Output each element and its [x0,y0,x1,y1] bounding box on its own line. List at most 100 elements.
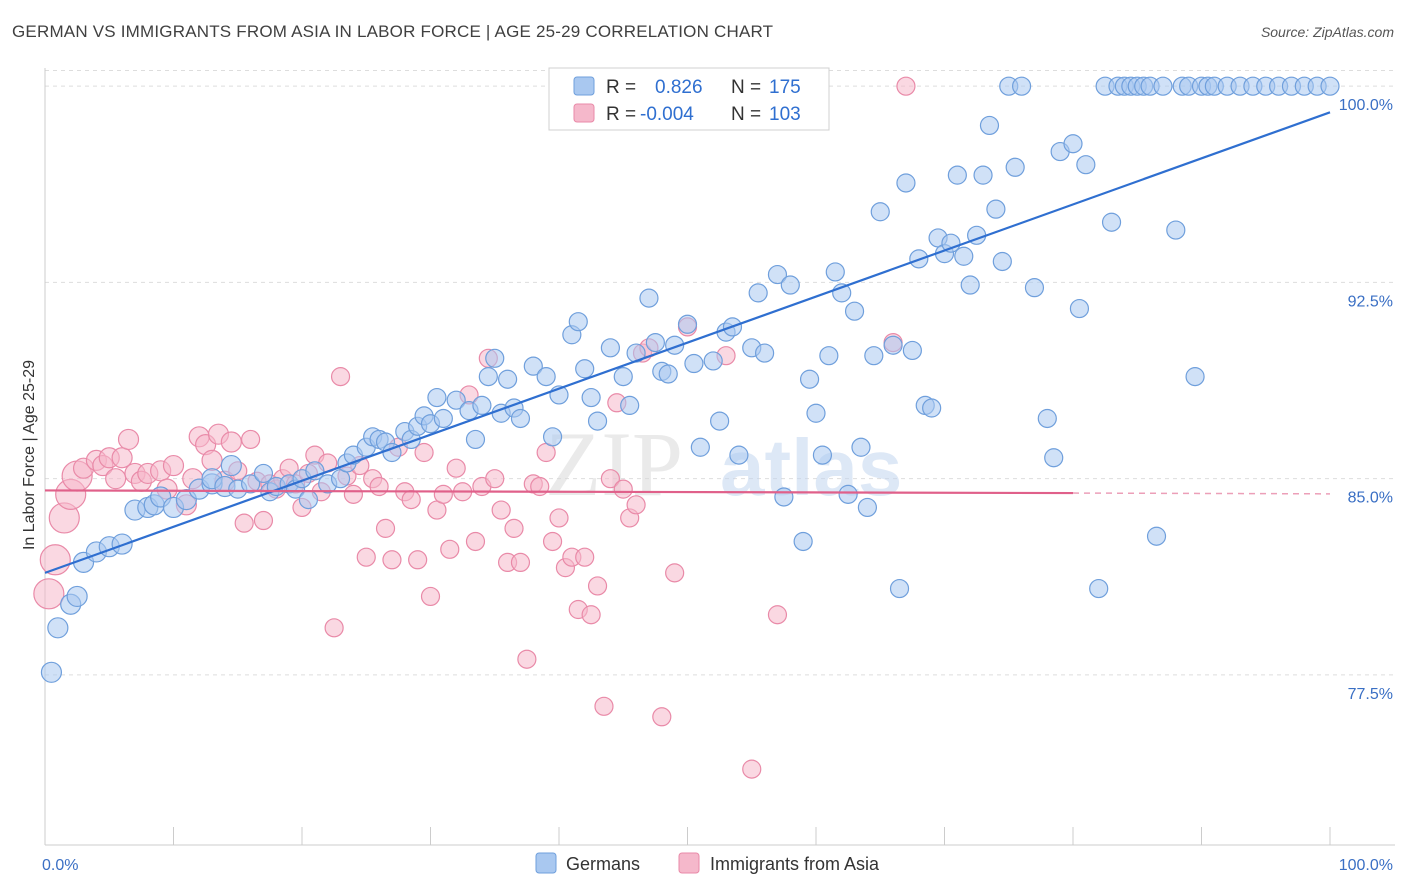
german-point [645,333,665,353]
german-point [1101,212,1122,232]
bottom-legend-label-immigrants: Immigrants from Asia [710,854,880,874]
german-point [446,390,466,410]
german-point [1185,367,1205,387]
german-point [844,301,865,321]
stats-legend: R = 0.826 N = 175 R = -0.004 N = 103 [548,67,830,131]
german-point [658,364,678,384]
german-point [1076,155,1096,175]
immigrant-point [324,618,344,638]
german-point [620,395,640,415]
immigrant-point [369,476,389,497]
immigrant-point [414,442,434,463]
legend-r-label-germans: R = [606,77,636,98]
immigrant-point [408,550,428,570]
german-point [568,312,588,332]
immigrant-point [665,563,685,583]
immigrant-point [491,500,511,520]
german-point [973,165,993,185]
immigrant-point [162,454,185,477]
legend-swatch-germans [573,76,595,96]
german-point [47,617,69,639]
immigrant-point [356,547,376,567]
german-point [1037,408,1057,429]
y-tick-label: 85.0% [1348,490,1393,507]
german-point [613,367,633,387]
immigrant-point [549,508,569,528]
x-tick-label: 0.0% [42,857,78,874]
german-point [754,343,775,363]
german-point [536,367,556,387]
legend-r-label-immigrants: R = [606,104,636,125]
immigrant-point [587,576,608,596]
source-label: Source: ZipAtlas.com [1260,24,1394,40]
german-point [960,275,980,295]
german-point [799,369,820,389]
german-point [780,275,800,295]
german-point [1044,448,1064,468]
immigrant-point [594,696,614,716]
german-point [690,437,710,457]
german-point [465,429,486,450]
immigrant-point [343,484,363,504]
tick-labels: 77.5% 85.0% 92.5% 100.0% 0.0% 100.0% [42,97,1393,874]
bottom-legend-label-germans: Germans [566,854,640,874]
german-point [478,367,498,387]
german-point [947,165,967,185]
immigrant-point [440,539,460,559]
immigrant-point [105,468,127,490]
y-tick-label: 100.0% [1339,97,1393,114]
german-point [485,348,505,368]
german-point [1320,76,1340,96]
german-point [767,264,788,285]
legend-n-value-germans: 175 [769,77,801,98]
svg-text:R =: R = [606,77,636,98]
german-point [66,585,88,608]
immigrant-point [575,547,595,567]
german-point [1011,76,1032,96]
legend-n-label-germans: N = [731,77,761,98]
german-point [870,202,890,222]
german-point [433,408,453,429]
german-point [472,395,492,415]
german-point [498,369,518,389]
german-point [581,387,601,408]
immigrant-point [626,495,646,515]
watermark-zip: ZIP [545,413,683,515]
german-point [241,474,261,494]
y-tick-label: 92.5% [1348,293,1393,310]
german-point [889,578,910,599]
germans-trend-line [44,111,1331,574]
german-point [253,463,274,484]
german-point [298,490,319,510]
german-point [1146,526,1167,546]
german-point [819,346,839,366]
immigrant-point [767,605,788,625]
immigrant-point [234,513,254,533]
bottom-legend-swatch-germans [535,852,557,874]
immigrant-point [375,518,396,538]
german-point [729,445,749,465]
german-point [1024,278,1045,298]
german-point [825,262,845,282]
german-point [774,487,794,507]
immigrant-point [485,469,505,489]
german-point [793,531,813,552]
x-tick-label: 100.0% [1339,857,1393,874]
german-point [1069,298,1090,319]
german-point [986,199,1006,219]
german-point [838,484,858,504]
immigrants-trend-line [44,489,1074,495]
immigrant-point [517,649,537,669]
german-point [1089,578,1109,599]
german-point [523,356,543,376]
german-point [639,288,659,308]
german-point [40,661,63,683]
german-point [587,411,608,431]
immigrant-point [446,458,466,478]
series-legend: Germans Immigrants from Asia [535,852,880,874]
immigrant-point [742,759,762,779]
german-point [1166,220,1186,240]
german-point [542,427,563,447]
german-point [864,346,884,366]
german-point [883,335,903,355]
